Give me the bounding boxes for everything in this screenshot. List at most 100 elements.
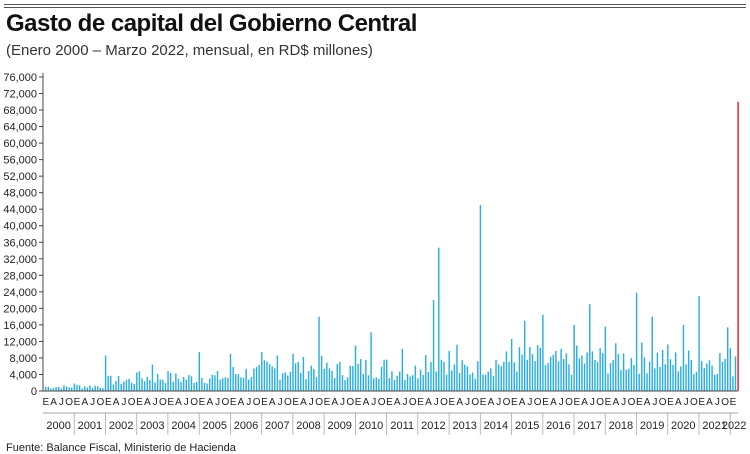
month-tick-label: A xyxy=(238,397,245,408)
month-tick-label: A xyxy=(144,397,151,408)
bar xyxy=(602,353,604,391)
bar xyxy=(266,361,268,391)
top-rule xyxy=(4,7,746,8)
bar xyxy=(172,381,174,391)
bar xyxy=(500,366,502,391)
y-tick-label: 4,000 xyxy=(9,369,37,381)
y-tick-label: 48,000 xyxy=(3,188,37,200)
bar xyxy=(211,374,214,391)
bar xyxy=(732,376,734,391)
bar xyxy=(555,350,557,391)
y-tick-label: 20,000 xyxy=(3,303,37,315)
bar xyxy=(68,387,70,391)
y-tick-label: 44,000 xyxy=(3,204,37,216)
bar xyxy=(107,375,109,391)
y-tick-label: 60,000 xyxy=(3,138,37,150)
bar xyxy=(248,379,250,391)
bar xyxy=(336,364,338,391)
bar xyxy=(367,375,370,391)
bar xyxy=(565,353,568,391)
bar xyxy=(430,362,432,391)
year-tick-label: 2014 xyxy=(484,420,508,432)
bar xyxy=(682,324,685,391)
bar xyxy=(396,375,398,391)
month-tick-label: E xyxy=(417,397,424,408)
bar xyxy=(253,368,255,391)
bar xyxy=(544,365,547,391)
month-tick-label: J xyxy=(90,397,95,408)
bar xyxy=(97,386,99,391)
month-tick-label: A xyxy=(50,397,57,408)
month-tick-label: O xyxy=(690,397,698,408)
y-tick-label: 72,000 xyxy=(3,89,37,101)
bar xyxy=(547,362,549,391)
bar xyxy=(294,363,297,391)
bar xyxy=(143,381,146,391)
bar xyxy=(482,374,484,391)
month-tick-label: O xyxy=(659,397,667,408)
bar xyxy=(409,376,411,391)
month-tick-label: E xyxy=(74,397,81,408)
bar xyxy=(721,361,724,391)
chart-subtitle: (Enero 2000 – Marzo 2022, mensual, en RD… xyxy=(6,42,373,59)
year-tick-label: 2000 xyxy=(46,420,70,432)
bar xyxy=(549,356,552,391)
month-tick-label: E xyxy=(105,397,112,408)
year-tick-label: 2002 xyxy=(109,420,133,432)
bar xyxy=(656,352,659,391)
bar xyxy=(237,374,240,391)
bar xyxy=(274,368,276,391)
bar xyxy=(307,370,310,391)
month-tick-label: A xyxy=(706,397,713,408)
month-tick-label: O xyxy=(503,397,511,408)
bar xyxy=(510,338,513,391)
month-tick-label: E xyxy=(730,397,737,408)
month-tick-label: A xyxy=(363,397,370,408)
year-tick-label: 2020 xyxy=(671,420,695,432)
bar-series xyxy=(45,101,739,392)
bar xyxy=(518,347,521,391)
bar xyxy=(136,372,138,391)
bar xyxy=(313,368,315,391)
bar xyxy=(128,378,130,391)
bar xyxy=(667,344,669,391)
bar xyxy=(713,374,716,391)
bar xyxy=(284,372,286,391)
year-tick-label: 2001 xyxy=(78,420,102,432)
y-tick-label: 68,000 xyxy=(3,105,37,117)
month-tick-label: E xyxy=(199,397,206,408)
bar xyxy=(300,373,302,391)
bar xyxy=(477,361,479,391)
bar xyxy=(388,378,391,391)
month-tick-label: E xyxy=(167,397,174,408)
bar xyxy=(287,375,289,391)
bar xyxy=(576,345,578,391)
month-tick-label: O xyxy=(97,397,105,408)
bar xyxy=(55,387,57,391)
bar xyxy=(349,365,351,391)
bar xyxy=(146,376,148,391)
bar xyxy=(276,355,279,391)
month-tick-label: J xyxy=(559,397,564,408)
bar xyxy=(693,374,695,391)
bar xyxy=(169,373,172,391)
month-tick-label: E xyxy=(511,397,518,408)
bar xyxy=(357,363,359,391)
bar xyxy=(380,366,383,391)
month-tick-label: E xyxy=(698,397,705,408)
month-tick-label: J xyxy=(434,397,439,408)
bar xyxy=(708,360,711,391)
bar xyxy=(578,358,581,391)
bar xyxy=(102,388,104,391)
bar xyxy=(91,387,94,391)
year-tick-label: 2011 xyxy=(390,420,414,432)
bar xyxy=(50,388,52,391)
bar xyxy=(365,359,367,391)
bar xyxy=(703,368,705,391)
bar xyxy=(326,362,328,391)
bar xyxy=(263,360,266,391)
month-tick-label: J xyxy=(59,397,64,408)
month-tick-label: A xyxy=(300,397,307,408)
year-tick-label: 2022 xyxy=(722,420,746,432)
